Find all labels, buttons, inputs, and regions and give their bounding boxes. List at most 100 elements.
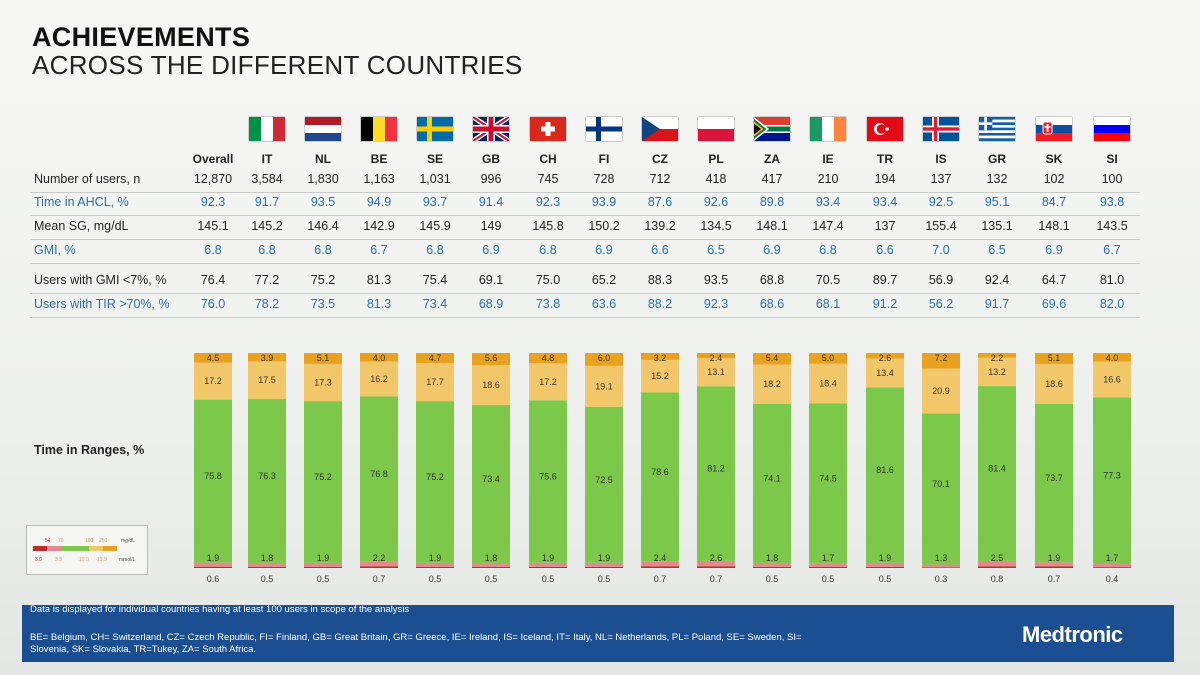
bar-label-sk-4: 5.1 xyxy=(1048,353,1061,363)
row-label: Users with TIR >70%, % xyxy=(34,297,170,311)
bar-label-se-0: 0.5 xyxy=(429,574,442,584)
bar-label-cz-1: 2.4 xyxy=(654,553,667,563)
table-cell: 89.8 xyxy=(759,195,785,209)
table-cell: 87.6 xyxy=(647,195,673,209)
bar-segment-gb-3 xyxy=(472,365,510,406)
column-header-tr: TR xyxy=(877,152,893,166)
bar-label-ie-0: 0.5 xyxy=(822,574,835,584)
table-cell: 137 xyxy=(874,219,896,233)
table-cell: 88.2 xyxy=(647,297,673,311)
bar-label-za-1: 1.8 xyxy=(766,553,779,563)
bar-label-pl-4: 2.4 xyxy=(710,353,723,363)
bar-label-gr-2: 81.4 xyxy=(988,463,1006,473)
row-label: GMI, % xyxy=(34,243,76,257)
table-cell: 148.1 xyxy=(756,219,788,233)
bar-label-ch-4: 4.8 xyxy=(542,353,555,363)
bar-segment-si-3 xyxy=(1093,361,1131,398)
table-cell: 56.9 xyxy=(928,273,954,287)
table-cell: 1,163 xyxy=(363,172,395,186)
bar-segment-pl-0 xyxy=(697,566,735,568)
table-cell: 6.8 xyxy=(204,243,222,257)
column-header-sk: SK xyxy=(1045,152,1063,166)
bar-label-gr-3: 13.2 xyxy=(988,367,1006,377)
bar-segment-se-1 xyxy=(416,562,454,567)
finland-flag-icon xyxy=(586,117,622,141)
bar-segment-tr-3 xyxy=(866,358,904,388)
table-cell: 65.2 xyxy=(591,273,617,287)
italy-flag-icon xyxy=(249,117,285,141)
table-cell: 68.9 xyxy=(478,297,504,311)
bar-segment-nl-2 xyxy=(304,401,342,563)
column-header-si: SI xyxy=(1106,152,1118,166)
bar-label-is-1: 1.3 xyxy=(935,553,948,563)
table-cell: 91.7 xyxy=(254,195,280,209)
bar-segment-overall-3 xyxy=(194,362,232,400)
table-cell: 84.7 xyxy=(1041,195,1067,209)
bar-label-pl-2: 81.2 xyxy=(707,464,725,474)
table-cell: 93.4 xyxy=(815,195,841,209)
bar-label-overall-1: 1.9 xyxy=(207,553,220,563)
bar-segment-be-0 xyxy=(360,566,398,568)
table-cell: 73.4 xyxy=(422,297,448,311)
table-cell: 6.9 xyxy=(595,243,613,257)
table-cell: 76.4 xyxy=(200,273,226,287)
bar-label-gb-3: 18.6 xyxy=(482,380,500,390)
bar-label-nl-2: 75.2 xyxy=(314,472,332,482)
table-cell: 81.3 xyxy=(366,273,392,287)
column-header-nl: NL xyxy=(315,152,331,166)
bar-segment-ie-0 xyxy=(809,566,847,568)
bar-label-gb-4: 5.6 xyxy=(485,353,498,363)
table-cell: 6.9 xyxy=(1045,243,1063,257)
bar-segment-sk-2 xyxy=(1035,403,1073,563)
bar-segment-se-4 xyxy=(416,353,454,364)
bar-segment-pl-1 xyxy=(697,560,735,567)
table-cell: 92.6 xyxy=(703,195,729,209)
bar-label-pl-0: 0.7 xyxy=(710,574,723,584)
bar-segment-gr-2 xyxy=(978,386,1016,561)
table-cell: 1,830 xyxy=(307,172,339,186)
bar-segment-nl-0 xyxy=(304,566,342,568)
bar-label-cz-4: 3.2 xyxy=(654,353,667,363)
table-cell: 64.7 xyxy=(1041,273,1067,287)
table-cell: 73.8 xyxy=(535,297,561,311)
slovenia-flag-icon xyxy=(1094,117,1130,141)
czech-flag-icon xyxy=(642,117,678,141)
bar-label-ie-4: 5.0 xyxy=(822,353,835,363)
bar-label-it-3: 17.5 xyxy=(258,375,276,385)
row-divider xyxy=(30,215,1140,216)
table-cell: 996 xyxy=(480,172,502,186)
bar-label-ch-0: 0.5 xyxy=(542,574,555,584)
bar-label-be-2: 76.8 xyxy=(370,469,388,479)
bar-segment-sk-0 xyxy=(1035,566,1073,568)
table-cell: 93.7 xyxy=(422,195,448,209)
table-cell: 81.3 xyxy=(366,297,392,311)
bar-label-ch-1: 1.9 xyxy=(542,553,555,563)
row-divider xyxy=(30,263,1140,264)
bar-label-fi-0: 0.5 xyxy=(598,574,611,584)
table-cell: 134.5 xyxy=(700,219,732,233)
table-cell: 81.0 xyxy=(1099,273,1125,287)
bar-label-gb-2: 73.4 xyxy=(482,474,500,484)
table-cell: 92.4 xyxy=(984,273,1010,287)
bar-segment-overall-4 xyxy=(194,353,232,363)
bar-label-gr-0: 0.8 xyxy=(991,574,1004,584)
bar-label-za-3: 18.2 xyxy=(763,379,781,389)
bar-segment-sk-4 xyxy=(1035,353,1073,364)
legend-very-high-swatch xyxy=(103,546,117,551)
bar-segment-fi-3 xyxy=(585,365,623,407)
bar-segment-overall-2 xyxy=(194,399,232,563)
bar-label-si-2: 77.3 xyxy=(1103,470,1121,480)
range-legend-graphic: 54 70 180 250 mg/dL 3.0 3.9 10.0 13.9 mm… xyxy=(33,538,136,563)
bar-label-za-2: 74.1 xyxy=(763,473,781,483)
column-header-it: IT xyxy=(261,152,273,166)
bar-segment-it-2 xyxy=(248,399,286,564)
bar-segment-nl-4 xyxy=(304,353,342,364)
legend-mgdl-tick-1: 70 xyxy=(58,538,64,544)
bar-label-be-0: 0.7 xyxy=(373,574,386,584)
row-label: Time in AHCL, % xyxy=(34,195,129,209)
table-cell: 76.0 xyxy=(200,297,226,311)
table-cell: 69.6 xyxy=(1041,297,1067,311)
table-cell: 92.5 xyxy=(928,195,954,209)
row-label: Mean SG, mg/dL xyxy=(34,219,129,233)
column-header-pl: PL xyxy=(708,152,724,166)
